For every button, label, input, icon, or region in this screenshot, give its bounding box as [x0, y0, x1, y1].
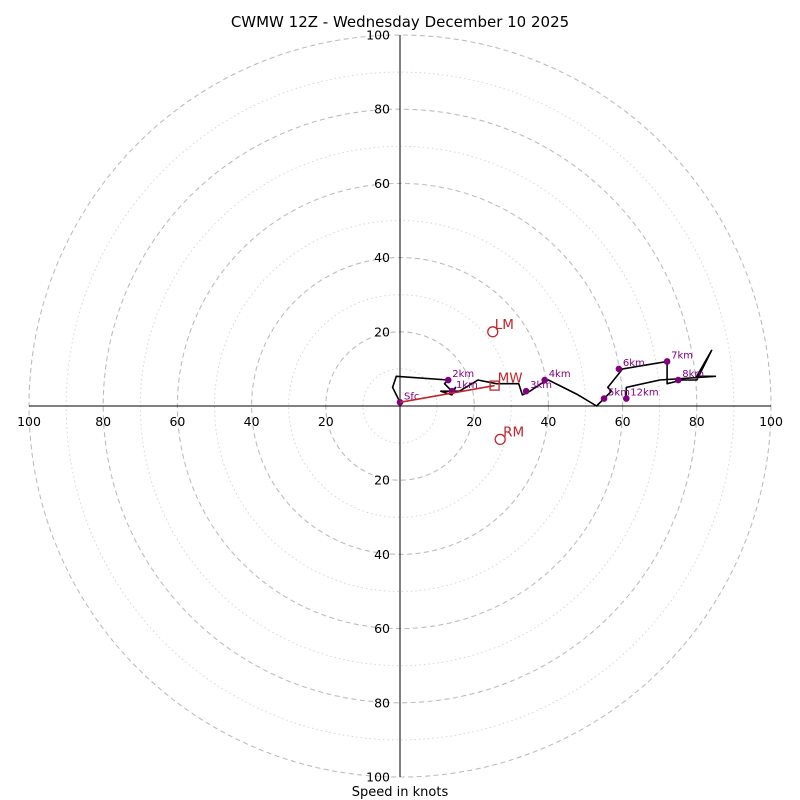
level-marker-7km — [663, 358, 671, 365]
tick-up-40: 40 — [374, 250, 390, 265]
tick-left-40: 40 — [244, 414, 260, 429]
level-label-8km: 8km — [682, 369, 704, 380]
tick-down-20: 20 — [374, 473, 390, 488]
tick-right-80: 80 — [689, 414, 705, 429]
tick-left-100: 100 — [17, 414, 41, 429]
right-mover-marker — [494, 433, 506, 446]
tick-down-40: 40 — [374, 547, 390, 562]
level-marker-8km — [674, 376, 682, 384]
x-axis-label: Speed in knots — [352, 785, 449, 800]
tick-right-20: 20 — [466, 414, 482, 429]
tick-left-80: 80 — [95, 414, 111, 429]
tick-up-20: 20 — [374, 324, 390, 339]
level-label-4km: 4km — [549, 369, 571, 380]
shear-vector — [399, 384, 495, 404]
mean-wind-label: MW — [498, 371, 523, 387]
tick-labels: 20 40 60 80 100 20 40 60 80 100 20 40 60 80 100 20 40 60 8… — [17, 28, 783, 785]
storm-motion: LM MW RM — [399, 317, 524, 446]
tick-up-100: 100 — [366, 28, 390, 43]
level-marker-5km — [600, 395, 608, 402]
tick-down-80: 80 — [374, 695, 390, 710]
level-label-12km: 12km — [630, 388, 658, 399]
axes — [29, 35, 771, 777]
level-label-1km: 1km — [456, 380, 478, 391]
mean-wind-marker — [489, 380, 500, 391]
tick-left-60: 60 — [169, 414, 185, 429]
tick-right-100: 100 — [759, 414, 783, 429]
left-mover-label: LM — [495, 317, 514, 333]
level-label-3km: 3km — [530, 380, 552, 391]
hodograph-trace — [391, 349, 717, 407]
tick-up-60: 60 — [374, 176, 390, 191]
level-marker-12km — [623, 395, 630, 402]
level-marker-3km — [522, 387, 530, 395]
level-label-2km: 2km — [452, 369, 474, 380]
tick-left-20: 20 — [318, 414, 334, 429]
tick-down-100: 100 — [366, 770, 390, 785]
tick-up-80: 80 — [374, 102, 390, 117]
hodograph-line — [391, 349, 717, 407]
level-marker-sfc — [396, 398, 404, 406]
level-marker-4km — [541, 376, 548, 384]
chart-title: CWMW 12Z - Wednesday December 10 2025 — [231, 13, 569, 31]
right-mover-label: RM — [503, 424, 524, 440]
left-mover-marker — [487, 326, 499, 338]
tick-right-60: 60 — [615, 414, 631, 429]
tick-down-60: 60 — [374, 621, 390, 636]
tick-right-40: 40 — [540, 414, 556, 429]
level-label-sfc: Sfc — [404, 391, 419, 402]
level-marker-6km — [615, 365, 623, 373]
level-label-6km: 6km — [623, 358, 645, 369]
level-label-7km: 7km — [671, 350, 693, 361]
level-label-5km: 5km — [608, 388, 630, 399]
level-marker-2km — [444, 376, 452, 384]
